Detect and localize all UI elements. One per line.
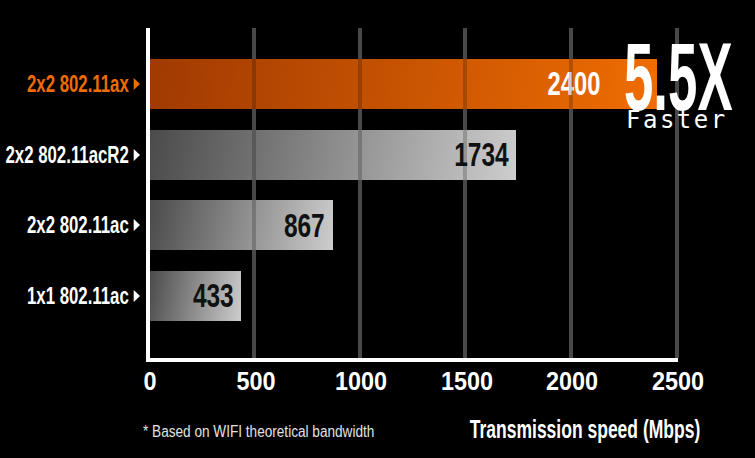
arrow-right-icon (134, 78, 140, 90)
chart-stage: 2400 1734 867 433 2x2 802.11ax 2x2 802.11acR… (0, 0, 755, 458)
arrow-right-icon (134, 290, 140, 302)
annotation-caption: Faster (626, 106, 728, 134)
bar-value: 2400 (548, 59, 601, 109)
x-tick-label: 500 (236, 366, 275, 397)
category-label-text: 2x2 802.11acR2 (5, 141, 128, 169)
x-tick-label: 2000 (546, 366, 598, 397)
bar-2x2 802.11ax: 2400 (150, 59, 657, 109)
category-label: 2x2 802.11acR2 (42, 130, 140, 180)
x-axis-title: Transmission speed (Mbps) (470, 415, 700, 444)
category-label: 2x2 802.11ac (42, 200, 140, 250)
x-tick-label: 1000 (335, 366, 387, 397)
footnote: * Based on WIFI theoretical bandwidth (143, 423, 374, 441)
gridline-overlay (463, 28, 467, 358)
bar-2x2 802.11acR2: 1734 (150, 130, 516, 180)
category-label-text: 2x2 802.11ac (27, 211, 129, 239)
bar-value: 867 (284, 200, 325, 250)
bar-value: 1734 (454, 130, 508, 180)
bar-2x2 802.11ac: 867 (150, 200, 333, 250)
x-tick-label: 2500 (652, 366, 704, 397)
bar-value: 433 (193, 271, 234, 321)
category-label-text: 1x1 802.11ac (27, 282, 129, 310)
plot-area: 2400 1734 867 433 (146, 28, 678, 362)
x-tick-label: 1500 (441, 366, 493, 397)
gridline-overlay (252, 28, 256, 358)
category-label-text: 2x2 802.11ax (27, 70, 129, 98)
gridline-overlay (569, 28, 573, 358)
arrow-right-icon (134, 219, 140, 231)
category-label: 1x1 802.11ac (42, 271, 140, 321)
gridline-overlay (358, 28, 362, 358)
bar-1x1 802.11ac: 433 (150, 271, 241, 321)
arrow-right-icon (134, 149, 140, 161)
x-tick-label: 0 (143, 366, 156, 397)
category-label: 2x2 802.11ax (42, 59, 140, 109)
